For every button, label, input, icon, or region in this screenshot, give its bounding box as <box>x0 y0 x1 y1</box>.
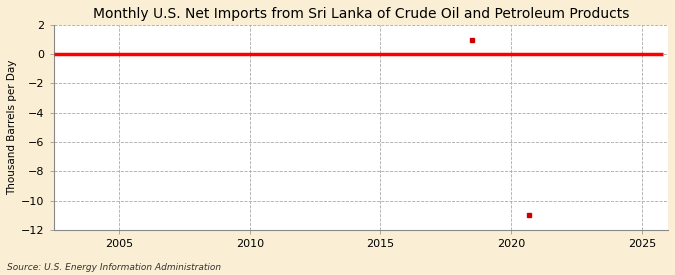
Text: Source: U.S. Energy Information Administration: Source: U.S. Energy Information Administ… <box>7 263 221 272</box>
Title: Monthly U.S. Net Imports from Sri Lanka of Crude Oil and Petroleum Products: Monthly U.S. Net Imports from Sri Lanka … <box>92 7 629 21</box>
Y-axis label: Thousand Barrels per Day: Thousand Barrels per Day <box>7 60 17 195</box>
